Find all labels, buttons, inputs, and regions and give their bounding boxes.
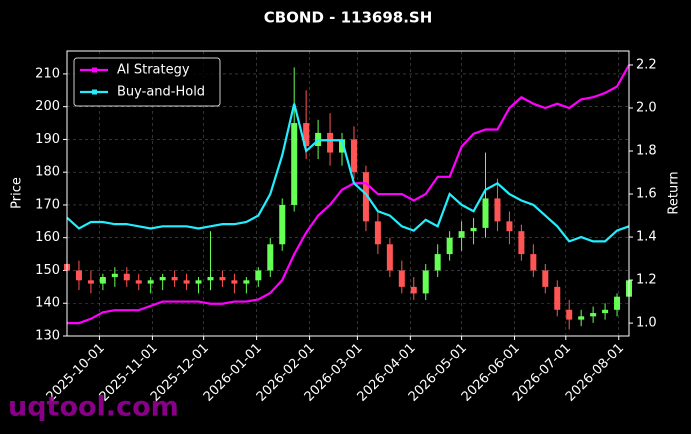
candle-body (374, 221, 381, 245)
return-line (67, 64, 630, 325)
y2-tick-label: 2.2 (636, 57, 657, 72)
candle-body (99, 277, 106, 284)
watermark: uqtool.com (8, 392, 179, 423)
candle-body (518, 231, 525, 255)
candle-body (482, 198, 489, 228)
y-tick-label: 180 (35, 165, 60, 180)
candle-body (255, 270, 262, 281)
candle-body (183, 280, 190, 284)
candle-body (267, 244, 274, 271)
y2-axis-label: Return (667, 171, 682, 214)
y-tick-label: 140 (35, 296, 60, 311)
candle-body (159, 277, 166, 281)
candle-body (362, 172, 369, 222)
candle-body (554, 286, 561, 310)
y2-tick-label: 1.4 (636, 230, 657, 245)
y2-tick-label: 2.0 (636, 101, 657, 116)
candle-body (231, 280, 238, 284)
return-line (66, 103, 630, 243)
y-tick-label: 130 (35, 329, 60, 344)
candle-body (614, 296, 621, 310)
candle-body (350, 139, 357, 173)
candle-body (590, 313, 597, 317)
y-tick-label: 210 (35, 66, 60, 81)
candle-body (147, 280, 154, 284)
candle-body (75, 270, 82, 281)
candle-body (111, 273, 118, 278)
y-tick-label: 170 (35, 197, 60, 212)
legend-label: AI Strategy (117, 63, 190, 78)
candle-body (602, 309, 609, 314)
candle-body (123, 273, 130, 281)
candle-body (207, 277, 214, 281)
candle-body (434, 254, 441, 271)
y2-tick-label: 1.0 (636, 316, 657, 331)
candle-body (327, 132, 334, 153)
candle-body (506, 221, 513, 232)
legend: AI Strategy Buy-and-Hold (73, 57, 221, 107)
candle-body (422, 270, 429, 294)
candle-body (530, 254, 537, 271)
candle-body (339, 139, 346, 153)
candle-body (171, 277, 178, 281)
candle-body (566, 309, 573, 320)
y-axis-label: Price (10, 177, 25, 209)
candle-body (398, 270, 405, 287)
candle-body (470, 227, 477, 232)
candle-body (279, 204, 286, 245)
y2-tick-label: 1.2 (636, 273, 657, 288)
candle-body (446, 237, 453, 255)
candle-body (219, 277, 226, 281)
candle-body (243, 280, 250, 284)
legend-marker (92, 89, 97, 95)
candle-body (386, 244, 393, 271)
y-tick-label: 190 (35, 132, 60, 147)
plot-frame (66, 50, 630, 337)
candle-body (291, 123, 298, 205)
candle-body (494, 198, 501, 222)
chart-title: CBOND - 113698.SH (264, 9, 433, 27)
y-tick-label: 200 (35, 99, 60, 114)
candle-body (195, 280, 202, 284)
candle-body (87, 280, 94, 284)
candle-body (303, 123, 310, 146)
candle-body (542, 270, 549, 287)
candle-body (578, 316, 585, 320)
y-tick-label: 150 (35, 263, 60, 278)
candle-body (458, 231, 465, 238)
y2-tick-label: 1.8 (636, 144, 657, 159)
candle-body (135, 280, 142, 284)
legend-label: Buy-and-Hold (117, 85, 205, 100)
legend-marker (92, 67, 97, 73)
legend-box (73, 57, 221, 107)
candle-body (410, 286, 417, 294)
y2-tick-label: 1.6 (636, 187, 657, 202)
y-tick-label: 160 (35, 230, 60, 245)
